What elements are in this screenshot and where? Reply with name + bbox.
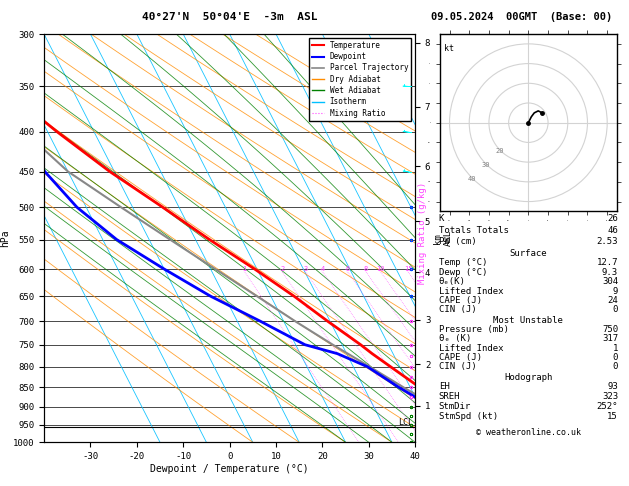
Text: 4: 4 [321,266,325,272]
Text: PW (cm): PW (cm) [438,238,476,246]
Text: 9.3: 9.3 [602,268,618,277]
Text: 46: 46 [608,226,618,235]
Text: 10: 10 [376,266,385,272]
Text: Lifted Index: Lifted Index [438,287,503,295]
Text: © weatheronline.co.uk: © weatheronline.co.uk [476,428,581,437]
Text: CIN (J): CIN (J) [438,305,476,314]
Text: θₑ(K): θₑ(K) [438,277,465,286]
Text: 15: 15 [404,266,412,272]
Text: Mixing Ratio (g/kg): Mixing Ratio (g/kg) [418,182,427,284]
Text: LCL: LCL [398,417,413,427]
Text: Hodograph: Hodograph [504,373,552,382]
Text: 1: 1 [613,344,618,352]
Text: CIN (J): CIN (J) [438,362,476,371]
Text: 09.05.2024  00GMT  (Base: 00): 09.05.2024 00GMT (Base: 00) [431,12,612,22]
Text: Most Unstable: Most Unstable [493,315,564,325]
Text: 317: 317 [602,334,618,343]
Y-axis label: hPa: hPa [0,229,10,247]
Text: Pressure (mb): Pressure (mb) [438,325,508,334]
Text: 8: 8 [364,266,368,272]
Text: EH: EH [438,382,449,391]
Text: 0: 0 [613,353,618,362]
Text: 9: 9 [613,287,618,295]
Text: 2: 2 [280,266,284,272]
Text: 304: 304 [602,277,618,286]
Text: 40°27'N  50°04'E  -3m  ASL: 40°27'N 50°04'E -3m ASL [142,12,318,22]
Text: 6: 6 [345,266,350,272]
Text: 93: 93 [608,382,618,391]
Text: CAPE (J): CAPE (J) [438,296,482,305]
Text: 750: 750 [602,325,618,334]
Text: SREH: SREH [438,392,460,401]
Text: 15: 15 [608,412,618,420]
Text: 12.7: 12.7 [596,259,618,267]
Text: 3: 3 [303,266,308,272]
Text: Totals Totals: Totals Totals [438,226,508,235]
Text: 20: 20 [496,148,504,154]
Text: 252°: 252° [596,402,618,411]
Text: 24: 24 [608,296,618,305]
Text: CAPE (J): CAPE (J) [438,353,482,362]
Text: Lifted Index: Lifted Index [438,344,503,352]
Text: 0: 0 [613,362,618,371]
Text: 323: 323 [602,392,618,401]
Y-axis label: km
ASL: km ASL [433,230,452,246]
Text: 40: 40 [467,176,476,182]
Text: Temp (°C): Temp (°C) [438,259,487,267]
Text: Dewp (°C): Dewp (°C) [438,268,487,277]
Text: 0: 0 [613,305,618,314]
Text: 2.53: 2.53 [596,238,618,246]
Legend: Temperature, Dewpoint, Parcel Trajectory, Dry Adiabat, Wet Adiabat, Isotherm, Mi: Temperature, Dewpoint, Parcel Trajectory… [309,38,411,121]
Text: 30: 30 [482,162,490,168]
X-axis label: Dewpoint / Temperature (°C): Dewpoint / Temperature (°C) [150,464,309,474]
Text: 26: 26 [608,214,618,223]
Text: Surface: Surface [509,249,547,258]
Text: kt: kt [443,44,454,53]
Text: K: K [438,214,444,223]
Text: 1: 1 [243,266,247,272]
Text: θₑ (K): θₑ (K) [438,334,471,343]
Text: StmDir: StmDir [438,402,471,411]
Text: StmSpd (kt): StmSpd (kt) [438,412,498,420]
